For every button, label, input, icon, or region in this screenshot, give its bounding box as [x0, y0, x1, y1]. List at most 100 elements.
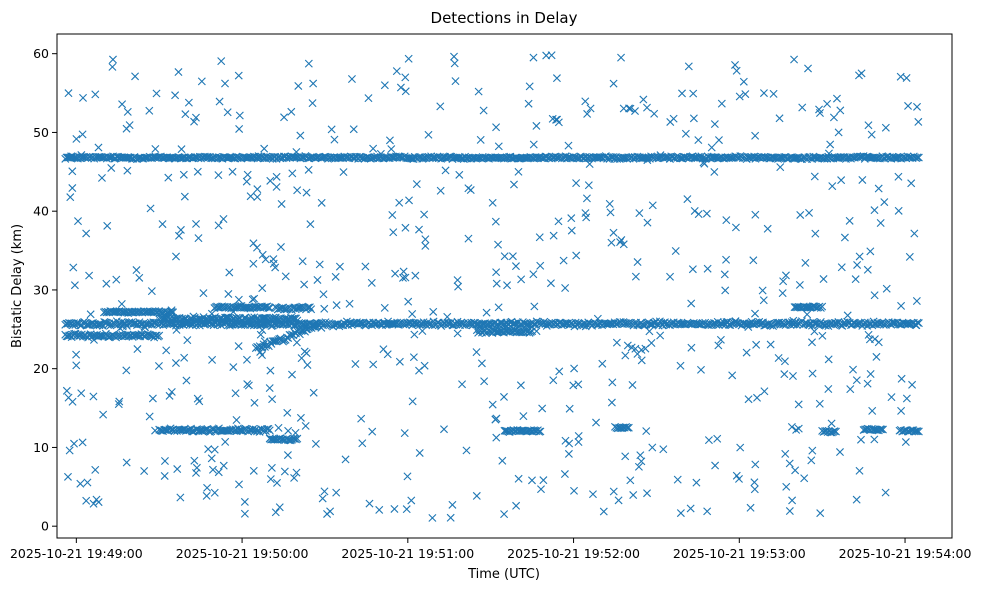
- data-point: [676, 361, 685, 370]
- data-point: [341, 455, 350, 464]
- data-point: [91, 465, 100, 474]
- data-point: [249, 259, 258, 268]
- data-point: [798, 103, 807, 112]
- data-point: [171, 91, 180, 100]
- x-axis-label: Time (UTC): [467, 567, 540, 582]
- data-point: [560, 470, 569, 479]
- data-point: [758, 286, 767, 295]
- data-point: [179, 170, 188, 179]
- data-point: [477, 359, 486, 368]
- data-point: [633, 258, 642, 267]
- data-point: [358, 439, 367, 448]
- data-point: [837, 263, 846, 272]
- data-point: [851, 275, 860, 284]
- data-point: [89, 392, 98, 401]
- data-point: [174, 68, 183, 77]
- data-point: [219, 215, 228, 223]
- data-point: [234, 342, 243, 351]
- data-point: [731, 223, 740, 232]
- data-point: [759, 89, 768, 98]
- data-point: [901, 438, 910, 447]
- data-point: [637, 356, 646, 365]
- data-point: [383, 350, 392, 359]
- data-point: [315, 260, 324, 269]
- data-point: [751, 460, 760, 469]
- data-point: [742, 348, 751, 357]
- data-point: [72, 361, 81, 370]
- data-point: [276, 243, 285, 252]
- data-point: [192, 468, 200, 477]
- data-point: [171, 359, 180, 368]
- data-point: [880, 198, 889, 207]
- data-point: [160, 457, 169, 465]
- data-point: [225, 268, 234, 277]
- data-point: [108, 55, 117, 64]
- data-point: [491, 217, 500, 226]
- data-point: [104, 333, 113, 342]
- data-point: [76, 479, 85, 488]
- data-point: [296, 131, 305, 140]
- data-point: [858, 175, 867, 184]
- data-point: [418, 327, 427, 335]
- data-point: [308, 99, 317, 108]
- data-point: [345, 299, 354, 308]
- y-tick-label: 50: [33, 125, 49, 140]
- data-point: [492, 279, 501, 288]
- data-point: [369, 360, 378, 369]
- data-point: [155, 331, 164, 340]
- data-point: [165, 391, 174, 400]
- data-point: [411, 271, 420, 280]
- data-point: [643, 103, 651, 112]
- data-point: [389, 228, 398, 237]
- data-point: [409, 353, 418, 362]
- data-point: [539, 476, 548, 485]
- data-point: [380, 303, 389, 312]
- data-point: [68, 184, 77, 193]
- data-point: [572, 179, 581, 188]
- data-point: [570, 486, 579, 495]
- data-point: [199, 289, 208, 298]
- data-point: [659, 445, 668, 454]
- data-point: [331, 272, 340, 281]
- data-point: [517, 275, 526, 284]
- data-point: [369, 144, 378, 153]
- data-point: [113, 332, 122, 341]
- data-point: [69, 263, 78, 272]
- data-point: [72, 350, 81, 359]
- data-point: [728, 371, 737, 380]
- data-point: [131, 72, 140, 81]
- data-point: [323, 509, 332, 518]
- data-point: [708, 153, 717, 162]
- data-point: [855, 466, 864, 475]
- data-point: [103, 221, 112, 230]
- data-point: [298, 153, 307, 162]
- data-point: [913, 102, 922, 111]
- data-point: [710, 167, 719, 176]
- data-point: [874, 184, 883, 193]
- data-point: [914, 153, 923, 162]
- data-point: [102, 279, 111, 288]
- data-point: [678, 319, 687, 328]
- data-point: [83, 478, 92, 487]
- data-point: [689, 89, 698, 98]
- data-point: [870, 435, 879, 444]
- data-point: [365, 499, 374, 508]
- data-point: [240, 497, 249, 506]
- data-point: [642, 427, 651, 436]
- data-point: [418, 320, 427, 329]
- data-point: [180, 353, 189, 362]
- data-point: [395, 357, 404, 366]
- data-point: [424, 130, 433, 139]
- data-point: [766, 340, 775, 349]
- y-axis: 0 10 20 30 40 50 60: [33, 46, 57, 534]
- data-point: [242, 177, 251, 186]
- data-point: [856, 435, 865, 444]
- data-point: [894, 206, 903, 215]
- data-point: [882, 152, 891, 161]
- data-point: [636, 451, 645, 460]
- data-point: [529, 140, 538, 149]
- data-point: [897, 374, 906, 383]
- data-point: [827, 419, 836, 428]
- data-point: [94, 143, 103, 152]
- data-point: [628, 380, 637, 389]
